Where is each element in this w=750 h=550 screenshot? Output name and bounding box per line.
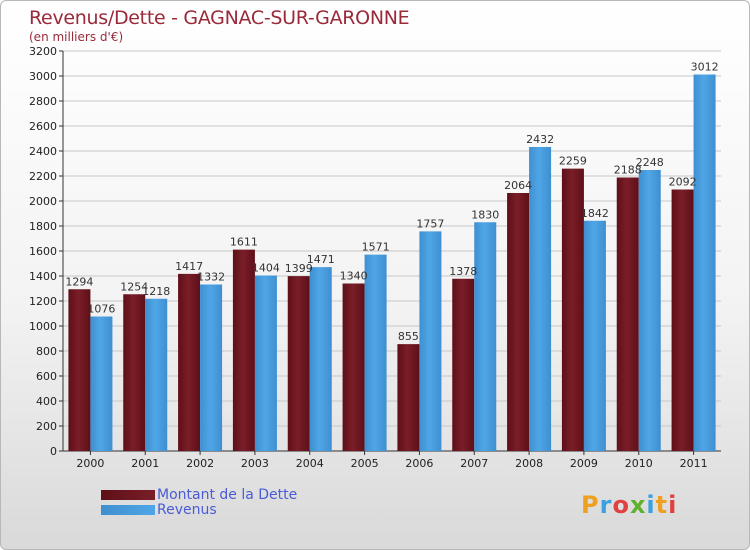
y-tick-label: 2200	[29, 170, 57, 183]
bar-revenus	[474, 222, 497, 451]
logo-letter: i	[646, 491, 656, 519]
logo-letter: x	[629, 491, 647, 519]
data-label-dette: 1611	[230, 236, 258, 249]
x-tick-label: 2005	[351, 457, 379, 470]
bar-revenus	[90, 316, 113, 451]
logo-letter: t	[655, 491, 669, 519]
logo-letter: P	[581, 491, 600, 519]
bar-revenus	[693, 74, 716, 451]
data-label-revenus: 1404	[252, 262, 280, 275]
data-label-dette: 1340	[340, 270, 368, 283]
bar-revenus	[145, 298, 168, 451]
bar-dette	[68, 289, 91, 451]
bar-dette	[616, 177, 639, 451]
data-label-revenus: 1757	[416, 217, 444, 230]
data-label-dette: 1294	[65, 275, 93, 288]
y-tick-label: 2000	[29, 195, 57, 208]
x-tick-label: 2008	[515, 457, 543, 470]
x-tick-label: 2003	[241, 457, 269, 470]
bar-dette	[123, 294, 146, 451]
bar-revenus	[364, 254, 387, 451]
data-label-revenus: 1471	[307, 253, 335, 266]
data-label-revenus: 1842	[581, 207, 609, 220]
x-tick-label: 2011	[680, 457, 708, 470]
legend-label-dette: Montant de la Dette	[157, 486, 298, 503]
bar-revenus	[583, 220, 606, 451]
data-label-revenus: 1830	[471, 208, 499, 221]
bar-dette	[342, 283, 365, 451]
data-label-dette: 1417	[175, 260, 203, 273]
y-tick-label: 2600	[29, 120, 57, 133]
data-label-revenus: 1218	[142, 285, 170, 298]
logo-letter: i	[668, 491, 678, 519]
data-label-revenus: 3012	[691, 61, 719, 74]
bar-revenus	[638, 170, 661, 451]
bar-dette	[671, 189, 694, 451]
data-label-dette: 855	[398, 330, 419, 343]
proxiti-logo: Proxiti	[581, 491, 677, 519]
data-label-dette: 1254	[120, 280, 148, 293]
legend-swatch-dette	[101, 489, 155, 500]
x-tick-label: 2001	[131, 457, 159, 470]
data-label-dette: 2092	[669, 176, 697, 189]
x-tick-label: 2002	[186, 457, 214, 470]
x-tick-label: 2009	[570, 457, 598, 470]
legend-item-dette: Montant de la Dette	[101, 486, 298, 503]
logo-letter: r	[599, 491, 613, 519]
bar-dette	[561, 168, 584, 451]
x-tick-label: 2007	[460, 457, 488, 470]
data-label-revenus: 1076	[87, 303, 115, 316]
y-tick-label: 1800	[29, 220, 57, 233]
x-tick-label: 2004	[296, 457, 324, 470]
y-tick-label: 2800	[29, 95, 57, 108]
bar-dette	[178, 273, 201, 451]
x-tick-label: 2000	[76, 457, 104, 470]
y-tick-label: 2400	[29, 145, 57, 158]
legend: Montant de la Dette Revenus	[101, 486, 298, 518]
bar-dette	[507, 193, 530, 451]
bar-revenus	[419, 231, 442, 451]
y-tick-label: 800	[36, 345, 57, 358]
y-tick-label: 1000	[29, 320, 57, 333]
data-label-dette: 2188	[614, 164, 642, 177]
logo-letter: o	[612, 491, 630, 519]
y-tick-label: 1200	[29, 295, 57, 308]
x-tick-label: 2010	[625, 457, 653, 470]
data-label-revenus: 2248	[636, 156, 664, 169]
chart-subtitle: (en milliers d'€)	[29, 30, 124, 44]
bar-revenus	[529, 147, 552, 451]
y-tick-label: 600	[36, 370, 57, 383]
data-label-dette: 2064	[504, 179, 532, 192]
y-tick-label: 3000	[29, 70, 57, 83]
legend-item-revenus: Revenus	[101, 501, 297, 518]
data-label-revenus: 1571	[362, 241, 390, 254]
legend-label-revenus: Revenus	[157, 501, 217, 518]
y-tick-label: 3200	[29, 45, 57, 58]
bar-dette	[452, 278, 475, 451]
bar-revenus	[309, 267, 332, 451]
bar-dette	[287, 276, 310, 451]
y-tick-label: 200	[36, 420, 57, 433]
legend-swatch-revenus	[101, 504, 155, 515]
data-label-dette: 1378	[449, 265, 477, 278]
bar-revenus	[254, 275, 277, 451]
data-label-dette: 1399	[285, 262, 313, 275]
x-tick-label: 2006	[405, 457, 433, 470]
bar-revenus	[200, 284, 223, 451]
y-tick-label: 1600	[29, 245, 57, 258]
bar-dette	[397, 344, 420, 451]
data-label-revenus: 2432	[526, 133, 554, 146]
bar-dette	[232, 249, 255, 451]
chart-title: Revenus/Dette - GAGNAC-SUR-GARONNE	[29, 7, 410, 29]
data-label-dette: 2259	[559, 155, 587, 168]
data-label-revenus: 1332	[197, 271, 225, 284]
y-tick-label: 0	[50, 445, 57, 458]
y-tick-label: 1400	[29, 270, 57, 283]
y-tick-label: 400	[36, 395, 57, 408]
